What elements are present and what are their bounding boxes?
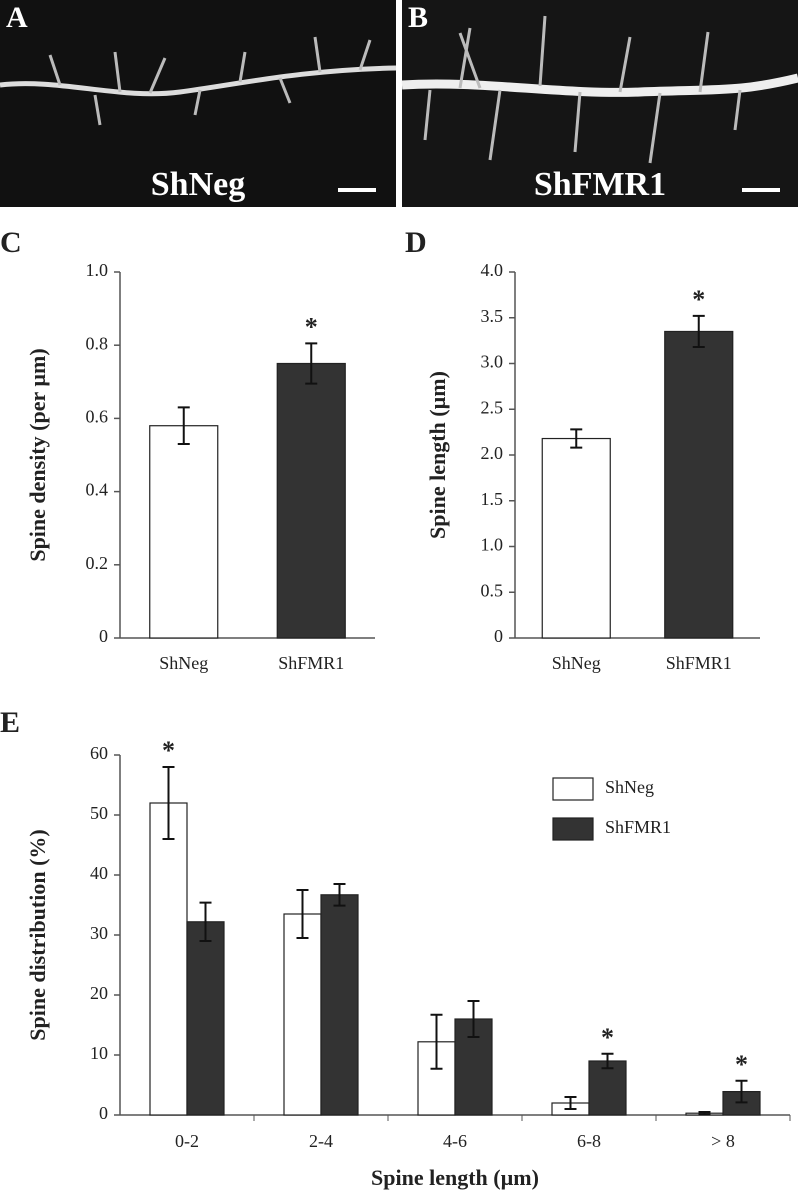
x-tick-label: > 8 bbox=[711, 1131, 735, 1151]
error-bar bbox=[305, 342, 318, 385]
panel-letter: D bbox=[405, 226, 427, 259]
x-tick-label: 6-8 bbox=[577, 1131, 601, 1151]
y-tick-label: 3.0 bbox=[481, 352, 504, 372]
y-tick-label: 40 bbox=[90, 863, 108, 883]
significance-mark: * bbox=[162, 736, 175, 765]
y-tick-label: 0.5 bbox=[481, 580, 504, 600]
error-bar bbox=[735, 1079, 748, 1104]
y-tick-label: 0.6 bbox=[86, 407, 109, 427]
legend-label: ShFMR1 bbox=[605, 817, 671, 837]
y-tick-label: 0.8 bbox=[86, 333, 109, 353]
error-bar bbox=[162, 766, 175, 840]
error-bar bbox=[199, 901, 212, 942]
significance-mark: * bbox=[601, 1023, 614, 1052]
y-tick-label: 0 bbox=[99, 626, 108, 646]
image-panel: A ShNeg bbox=[0, 0, 397, 207]
y-axis-label: Spine distribution (%) bbox=[25, 829, 50, 1041]
error-bar bbox=[601, 1052, 614, 1070]
image-label: ShNeg bbox=[151, 166, 245, 203]
y-tick-label: 10 bbox=[90, 1043, 108, 1063]
y-tick-label: 2.5 bbox=[481, 397, 504, 417]
y-tick-label: 30 bbox=[90, 923, 108, 943]
error-bar bbox=[467, 1000, 480, 1038]
x-tick-label: ShNeg bbox=[159, 653, 208, 673]
y-tick-label: 3.5 bbox=[481, 306, 504, 326]
y-tick-label: 0 bbox=[494, 626, 503, 646]
y-tick-label: 4.0 bbox=[481, 260, 504, 280]
bar bbox=[149, 802, 188, 1116]
y-tick-label: 1.5 bbox=[481, 489, 504, 509]
bar bbox=[276, 362, 346, 639]
y-axis-label: Spine density (per µm) bbox=[25, 348, 50, 561]
y-tick-label: 0.2 bbox=[86, 553, 109, 573]
x-tick-label: 2-4 bbox=[309, 1131, 333, 1151]
panel-letter: A bbox=[6, 1, 28, 34]
panel-letter: B bbox=[408, 1, 428, 34]
y-axis-label: Spine length (µm) bbox=[425, 371, 450, 539]
error-bar bbox=[698, 1111, 711, 1116]
error-bar bbox=[564, 1096, 577, 1110]
x-tick-label: 0-2 bbox=[175, 1131, 199, 1151]
y-tick-label: 50 bbox=[90, 803, 108, 823]
x-axis-label: Spine length (µm) bbox=[371, 1165, 539, 1190]
bar bbox=[541, 437, 611, 639]
y-tick-label: 1.0 bbox=[481, 535, 504, 555]
legend-label: ShNeg bbox=[605, 777, 654, 797]
bar bbox=[664, 330, 734, 639]
y-tick-label: 60 bbox=[90, 743, 108, 763]
y-tick-label: 20 bbox=[90, 983, 108, 1003]
y-tick-label: 1.0 bbox=[86, 260, 109, 280]
x-tick-label: ShNeg bbox=[552, 653, 601, 673]
x-tick-label: 4-6 bbox=[443, 1131, 467, 1151]
image-panel: B ShFMR1 bbox=[401, 0, 798, 207]
y-tick-label: 2.0 bbox=[481, 443, 504, 463]
error-bar bbox=[570, 428, 583, 449]
panel-letter: E bbox=[0, 706, 20, 739]
bar bbox=[588, 1060, 627, 1116]
error-bar bbox=[177, 406, 190, 446]
x-tick-label: ShFMR1 bbox=[278, 653, 344, 673]
bar bbox=[320, 894, 359, 1116]
significance-mark: * bbox=[305, 312, 318, 341]
bar bbox=[283, 913, 322, 1116]
legend-swatch bbox=[552, 777, 594, 801]
bar bbox=[186, 921, 225, 1116]
error-bar bbox=[333, 883, 346, 907]
bar bbox=[149, 425, 219, 639]
y-tick-label: 0.4 bbox=[86, 480, 109, 500]
error-bar bbox=[430, 1013, 443, 1070]
x-tick-label: ShFMR1 bbox=[666, 653, 732, 673]
y-tick-label: 0 bbox=[99, 1103, 108, 1123]
legend-swatch bbox=[552, 817, 594, 841]
panel-letter: C bbox=[0, 226, 22, 259]
error-bar bbox=[692, 314, 705, 349]
image-label: ShFMR1 bbox=[534, 166, 666, 203]
significance-mark: * bbox=[692, 285, 705, 314]
significance-mark: * bbox=[735, 1050, 748, 1079]
error-bar bbox=[296, 889, 309, 939]
